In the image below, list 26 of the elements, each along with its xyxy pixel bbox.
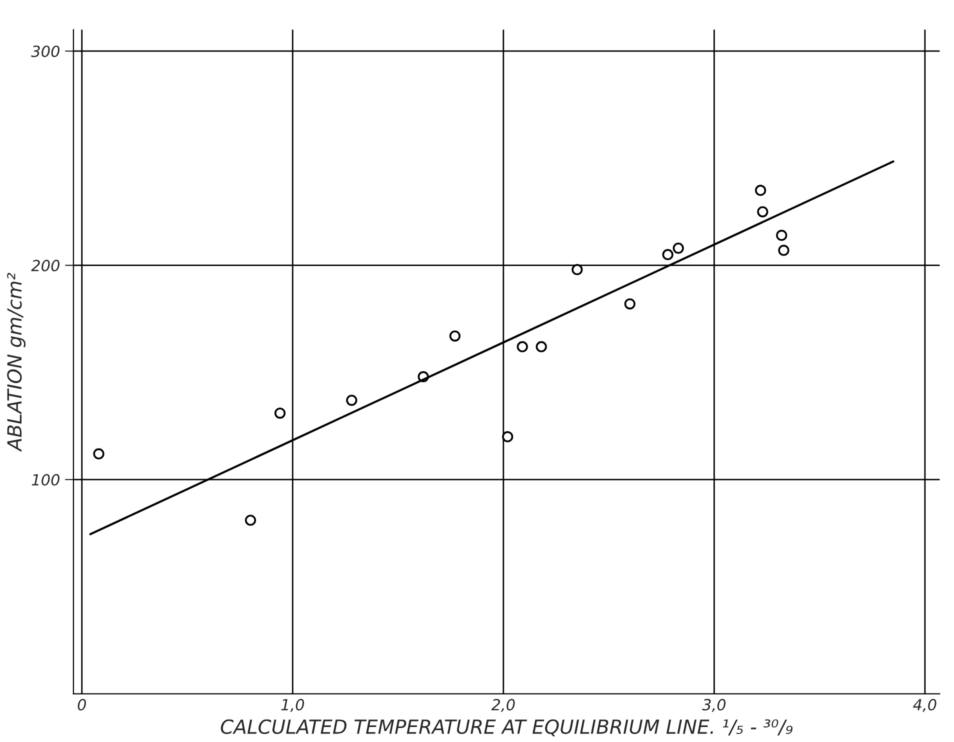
point: [572, 264, 583, 276]
point: [672, 242, 684, 254]
point: [93, 448, 104, 460]
point: [516, 341, 528, 352]
x-tick-label: 3,0: [702, 698, 726, 712]
point: [754, 184, 766, 196]
y-tick-label: 100: [32, 474, 60, 486]
point: [757, 206, 768, 218]
y-tick-label: 300: [31, 46, 60, 58]
point: [274, 408, 286, 419]
point: [449, 330, 460, 342]
point: [662, 249, 674, 260]
x-axis-title: CALCULATED TEMPERATURE AT EQUILIBRIUM LINE. ¹/₅ - ³⁰/₉: [220, 719, 793, 736]
point: [536, 341, 547, 352]
point: [244, 514, 256, 526]
point: [502, 431, 514, 442]
x-tick-label: 0: [78, 698, 86, 710]
y-axis-title: ABLATION gm/cm²: [7, 272, 26, 452]
point: [346, 394, 358, 406]
x-tick-label: 2,0: [491, 698, 515, 712]
point: [776, 230, 788, 241]
point: [624, 298, 636, 310]
x-tick-label: 4,0: [913, 698, 936, 712]
point: [778, 244, 790, 256]
x-tick-label: 1,0: [281, 698, 304, 712]
y-tick-label: 200: [31, 260, 60, 272]
